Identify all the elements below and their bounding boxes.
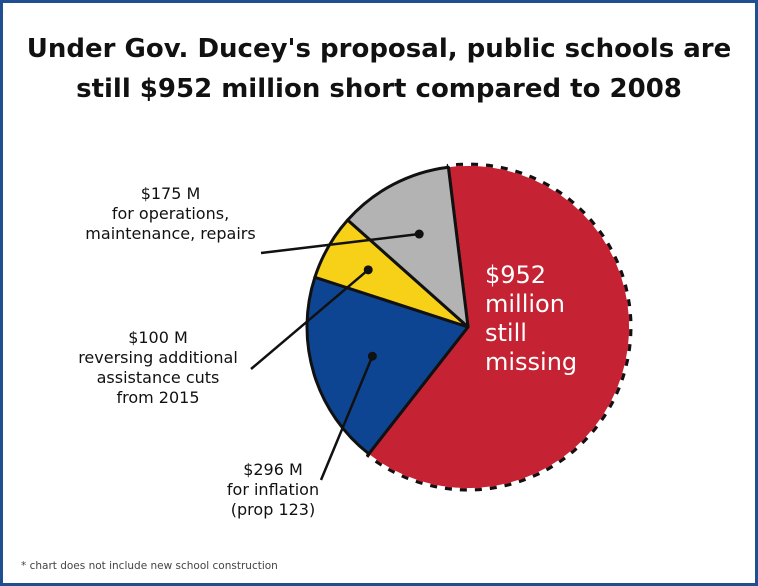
pie-chart: [250, 161, 633, 492]
footnote: * chart does not include new school cons…: [21, 560, 278, 572]
slice-operations: [346, 165, 470, 329]
missing-line-2: million: [485, 290, 565, 318]
leader-operations-dot: [414, 229, 424, 239]
leader-additional-dot: [363, 265, 373, 275]
operations-line-1: $175 M: [140, 184, 201, 203]
operations-line-3: maintenance, repairs: [85, 224, 256, 243]
missing-line-1: $952: [485, 261, 547, 289]
slice-label-missing: $952 million still missing: [485, 261, 577, 377]
inflation-line-2: for inflation: [226, 480, 320, 499]
leader-operations: [260, 232, 420, 255]
slice-inflation: [305, 275, 470, 456]
slice-label-inflation: $296 M for inflation (prop 123): [173, 460, 373, 520]
inflation-line-3: (prop 123): [230, 500, 316, 519]
additional-line-1: $100 M: [128, 328, 188, 347]
leader-inflation: [319, 355, 374, 481]
operations-line-2: for operations,: [111, 204, 230, 223]
slice-label-operations: $175 M for operations, maintenance, repa…: [43, 184, 298, 244]
additional-line-3: assistance cuts: [96, 368, 220, 387]
missing-line-4: missing: [485, 348, 578, 376]
missing-line-3: still: [485, 319, 527, 347]
chart-title: Under Gov. Ducey's proposal, public scho…: [3, 29, 755, 109]
leader-lines: [250, 229, 424, 481]
title-line-1: Under Gov. Ducey's proposal, public scho…: [26, 34, 732, 64]
inflation-line-1: $296 M: [243, 460, 303, 479]
title-line-2: still $952 million short compared to 200…: [76, 74, 682, 104]
slice-missing-dashed-outline: [366, 161, 633, 492]
additional-line-2: reversing additional: [78, 348, 238, 367]
additional-line-4: from 2015: [116, 388, 200, 407]
leader-additional: [250, 268, 370, 370]
pie-slices: [305, 161, 633, 492]
leader-inflation-dot: [367, 351, 377, 361]
slice-label-additional: $100 M reversing additional assistance c…: [38, 328, 278, 408]
